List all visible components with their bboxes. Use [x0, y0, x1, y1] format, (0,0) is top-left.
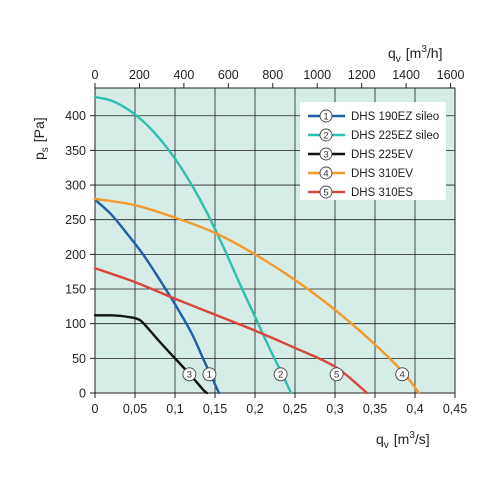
x-bottom-tick-label: 0,45	[443, 402, 467, 416]
x-axis-top-title: qv [m3/h]	[388, 44, 443, 65]
legend-label-3: DHS 225EV	[351, 149, 413, 161]
y-tick-label: 100	[65, 317, 86, 331]
legend-marker-circle-4	[319, 166, 333, 180]
y-tick-label: 200	[65, 248, 86, 262]
x-top-tick-label: 600	[218, 68, 239, 82]
series-marker-label-3: 3	[187, 370, 192, 381]
legend-marker-circle-5	[319, 185, 333, 199]
series-marker-circle-1	[202, 367, 217, 382]
series-line-2	[93, 95, 293, 395]
y-tick-label: 400	[65, 109, 86, 123]
y-tick-label: 150	[65, 283, 86, 297]
x-top-tick-label: 800	[262, 68, 283, 82]
legend-marker-label-3: 3	[323, 149, 328, 160]
legend-label-5: DHS 310ES	[351, 187, 413, 199]
x-bottom-tick-label: 0,1	[166, 402, 183, 416]
legend-marker-circle-1	[319, 109, 333, 123]
x-bottom-tick-label: 0,2	[246, 402, 263, 416]
legend-marker-circle-2	[319, 128, 333, 142]
x-top-tick-label: 1600	[437, 68, 465, 82]
y-tick-label: 0	[79, 387, 86, 401]
series-marker-label-5: 5	[334, 370, 339, 381]
legend-marker-label-5: 5	[323, 187, 328, 198]
y-tick-label: 50	[72, 352, 86, 366]
y-axis: 0 50 100 150 200 250 300 350 400	[65, 109, 95, 401]
x-bottom-tick-label: 0,4	[406, 402, 423, 416]
y-tick-label: 300	[65, 179, 86, 193]
x-top-tick-label: 1000	[303, 68, 331, 82]
legend-marker-label-4: 4	[323, 168, 328, 179]
x-top-tick-label: 1400	[392, 68, 420, 82]
series-line-4	[93, 197, 421, 395]
series-layer	[93, 95, 421, 395]
x-top-tick-label: 0	[92, 68, 99, 82]
series-line-5	[93, 267, 369, 395]
legend-label-2: DHS 225EZ sileo	[351, 130, 439, 142]
legend: 1 DHS 190EZ sileo 2 DHS 225EZ sileo 3 DHS 225…	[300, 102, 446, 200]
legend-label-1: DHS 190EZ sileo	[351, 111, 439, 123]
x-axis-bottom-title: qv [m3/s]	[376, 430, 430, 451]
y-axis-title: ps[Pa]	[31, 117, 51, 160]
series-marker-label-1: 1	[207, 370, 212, 381]
legend-marker-circle-3	[319, 147, 333, 161]
series-line-3	[93, 314, 209, 395]
x-bottom-tick-label: 0,35	[363, 402, 387, 416]
x-top-tick-label: 400	[173, 68, 194, 82]
x-bottom-tick-label: 0	[92, 402, 99, 416]
series-line-1	[93, 198, 221, 395]
x-axis-top: 0 200 400 600 800 1000 1200 1400 1600	[92, 68, 465, 88]
x-axis-bottom: 0 0,05 0,1 0,15 0,2 0,25 0,3 0,35 0,4 0,45	[92, 393, 467, 416]
legend-marker-label-1: 1	[323, 111, 328, 122]
series-marker-circle-5	[329, 367, 344, 382]
y-tick-label: 250	[65, 213, 86, 227]
legend-marker-label-2: 2	[323, 130, 328, 141]
series-marker-circle-3	[182, 367, 197, 382]
x-bottom-tick-label: 0,05	[123, 402, 147, 416]
series-marker-circle-4	[395, 367, 410, 382]
plot-border	[94, 87, 456, 394]
series-markers: 1 2 3 4 5	[182, 367, 410, 382]
legend-label-4: DHS 310EV	[351, 168, 413, 180]
x-bottom-tick-label: 0,3	[326, 402, 343, 416]
x-top-tick-label: 200	[129, 68, 150, 82]
x-top-tick-label: 1200	[348, 68, 376, 82]
series-marker-circle-2	[273, 367, 288, 382]
series-marker-label-2: 2	[278, 370, 283, 381]
series-marker-label-4: 4	[400, 370, 405, 381]
x-bottom-tick-label: 0,25	[283, 402, 307, 416]
y-tick-label: 350	[65, 144, 86, 158]
x-bottom-tick-label: 0,15	[203, 402, 227, 416]
